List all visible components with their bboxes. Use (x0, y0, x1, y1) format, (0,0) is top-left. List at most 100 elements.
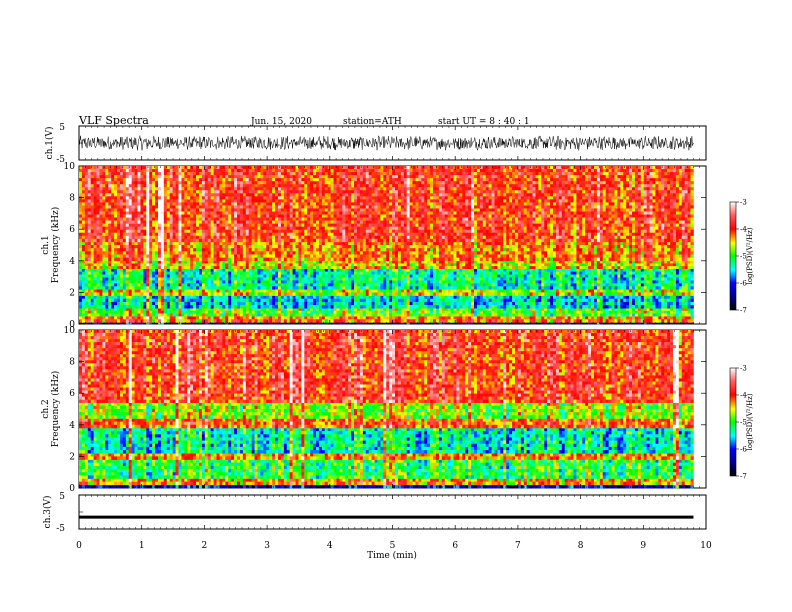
spectrogram-cell (521, 308, 524, 311)
spectrogram-cell (310, 311, 313, 314)
spectrogram-cell (173, 305, 176, 308)
spectrogram-cell (184, 319, 187, 322)
spectrogram-cell (462, 289, 465, 292)
spectrogram-cell (345, 289, 348, 292)
spectrogram-cell (670, 289, 673, 292)
spectrogram-cell (296, 305, 299, 308)
spectrogram-cell (266, 316, 269, 319)
spectrogram-cell (94, 292, 97, 295)
spectrogram-cell (263, 313, 266, 316)
spectrogram-cell (623, 299, 626, 302)
spectrogram-cell (418, 319, 421, 322)
spectrogram-cell (167, 292, 170, 295)
spectrogram-cell (275, 311, 278, 314)
spectrogram-cell (117, 302, 120, 305)
spectrogram-cell (351, 313, 354, 316)
spectrogram-cell (588, 308, 591, 311)
spectrogram-cell (617, 289, 620, 292)
spectrogram-cell (647, 292, 650, 295)
spectrogram-cell (91, 296, 94, 299)
spectrogram-cell (161, 316, 164, 319)
spectrogram-cell (582, 308, 585, 311)
spectrogram-cell (667, 311, 670, 314)
spectrogram-cell (515, 289, 518, 292)
spectrogram-cell (375, 289, 378, 292)
spectrogram-cell (401, 319, 404, 322)
spectrogram-cell (351, 305, 354, 308)
spectrogram-cell (456, 319, 459, 322)
spectrogram-cell (685, 311, 688, 314)
spectrogram-cell (275, 305, 278, 308)
spectrogram-cell (202, 302, 205, 305)
spectrogram-cell (436, 292, 439, 295)
spectrogram-cell (146, 299, 149, 302)
spectrogram-cell (217, 302, 220, 305)
spectrogram-cell (228, 289, 231, 292)
spectrogram-cell (140, 308, 143, 311)
spectrogram-cell (471, 296, 474, 299)
spectrogram-cell (266, 308, 269, 311)
spectrogram-cell (471, 308, 474, 311)
spectrogram-cell (538, 302, 541, 305)
spectrogram-cell (533, 319, 536, 322)
spectrogram-cell (178, 319, 181, 322)
spectrogram-cell (375, 292, 378, 295)
spectrogram-cell (679, 296, 682, 299)
spectrogram-cell (594, 289, 597, 292)
spectrogram-cell (439, 292, 442, 295)
spectrogram-cell (342, 305, 345, 308)
spectrogram-cell (638, 305, 641, 308)
spectrogram-cell (325, 269, 328, 272)
spectrogram-cell (146, 292, 149, 295)
spectrogram-cell (594, 311, 597, 314)
spectrogram-cell (515, 292, 518, 295)
spectrogram-cell (114, 299, 117, 302)
spectrogram-cell (436, 302, 439, 305)
spectrogram-cell (451, 299, 454, 302)
spectrogram-cell (515, 311, 518, 314)
spectrogram-cell (278, 269, 281, 272)
spectrogram-cell (111, 308, 114, 311)
spectrogram-cell (94, 305, 97, 308)
spectrogram-cell (661, 319, 664, 322)
spectrogram-cell (328, 308, 331, 311)
spectrogram-cell (345, 311, 348, 314)
spectrogram-cell (506, 299, 509, 302)
spectrogram-cell (544, 302, 547, 305)
spectrogram-cell (181, 308, 184, 311)
spectrogram-cell (685, 296, 688, 299)
spectrogram-cell (167, 302, 170, 305)
spectrogram-cell (304, 313, 307, 316)
spectrogram-cell (334, 313, 337, 316)
spectrogram-cell (427, 311, 430, 314)
spectrogram-cell (111, 316, 114, 319)
spectrogram-cell (667, 299, 670, 302)
spectrogram-cell (296, 289, 299, 292)
spectrogram-cell (389, 313, 392, 316)
spectrogram-cell (293, 319, 296, 322)
spectrogram-cell (606, 305, 609, 308)
spectrogram-cell (644, 316, 647, 319)
spectrogram-cell (597, 305, 600, 308)
spectrogram-cell (301, 302, 304, 305)
spectrogram-cell (369, 305, 372, 308)
spectrogram-cell (688, 308, 691, 311)
spectrogram-cell (342, 289, 345, 292)
spectrogram-cell (354, 289, 357, 292)
spectrogram-cell (158, 316, 161, 319)
spectrogram-cell (691, 299, 694, 302)
spectrogram-cell (500, 305, 503, 308)
spectrogram-cell (553, 289, 556, 292)
spectrogram-cell (594, 308, 597, 311)
spectrogram-cell (272, 305, 275, 308)
spectrogram-cell (515, 313, 518, 316)
spectrogram-cell (673, 289, 676, 292)
spectrogram-cell (269, 311, 272, 314)
spectrogram-cell (143, 313, 146, 316)
spectrogram-cell (94, 311, 97, 314)
spectrogram-cell (181, 269, 184, 272)
spectrogram-cell (260, 269, 263, 272)
spectrogram-cell (140, 302, 143, 305)
spectrogram-cell (691, 311, 694, 314)
spectrogram-cell (152, 292, 155, 295)
